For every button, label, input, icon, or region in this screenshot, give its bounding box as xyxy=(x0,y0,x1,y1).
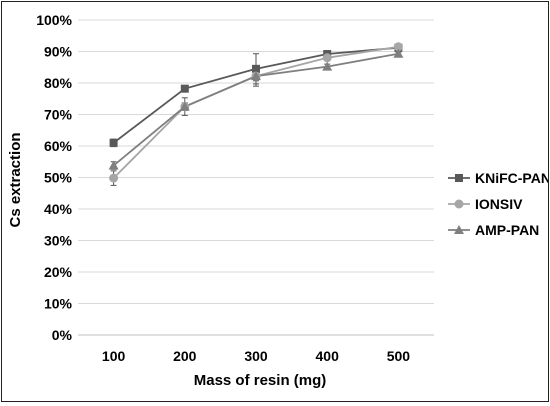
legend-label-amp-pan: AMP-PAN xyxy=(475,222,539,238)
y-tick-label: 80% xyxy=(44,75,73,91)
legend-marker-amp-pan xyxy=(454,225,464,234)
point-ionsiv xyxy=(393,42,403,52)
legend-label-knifc-pan: KNiFC-PAN xyxy=(475,170,548,186)
point-amp-pan xyxy=(322,61,333,71)
x-tick-label: 500 xyxy=(387,348,411,364)
point-amp-pan xyxy=(179,101,190,111)
point-amp-pan xyxy=(251,71,261,81)
x-tick-labels: 100 200 300 400 500 xyxy=(102,348,410,364)
point-knifc-pan xyxy=(180,84,189,93)
legend-marker-knifc-pan xyxy=(455,174,463,182)
y-tick-label: 70% xyxy=(44,107,73,123)
y-axis-label: Cs extraction xyxy=(7,132,24,227)
x-tick-label: 100 xyxy=(102,348,126,364)
series-markers xyxy=(108,42,404,183)
x-tick-label: 200 xyxy=(173,348,197,364)
x-tick-label: 300 xyxy=(244,348,268,364)
y-tick-label: 30% xyxy=(44,233,73,249)
point-ionsiv xyxy=(322,53,332,63)
y-tick-labels: 0% 10% 20% 30% 40% 50% 60% 70% 80% 90% 100% xyxy=(36,12,72,343)
x-tick-label: 400 xyxy=(316,348,340,364)
legend-label-ionsiv: IONSIV xyxy=(475,196,523,212)
chart: 0% 10% 20% 30% 40% 50% 60% 70% 80% 90% 100% 100 200… xyxy=(7,12,550,389)
point-ionsiv xyxy=(109,173,119,183)
y-tick-label: 40% xyxy=(44,201,73,217)
legend-marker-ionsiv xyxy=(454,199,464,209)
y-tick-label: 0% xyxy=(52,327,73,343)
y-tick-label: 10% xyxy=(44,296,73,312)
legend: KNiFC-PAN IONSIV AMP-PAN xyxy=(448,170,550,238)
point-knifc-pan xyxy=(109,138,118,147)
point-knifc-pan xyxy=(252,64,260,73)
point-amp-pan xyxy=(108,160,119,170)
x-axis-label: Mass of resin (mg) xyxy=(194,372,327,389)
point-amp-pan xyxy=(393,48,404,58)
y-tick-label: 90% xyxy=(44,44,73,60)
y-tick-label: 100% xyxy=(36,12,72,28)
y-tick-label: 60% xyxy=(44,138,73,154)
y-tick-label: 50% xyxy=(44,170,73,186)
y-tick-label: 20% xyxy=(44,264,73,280)
